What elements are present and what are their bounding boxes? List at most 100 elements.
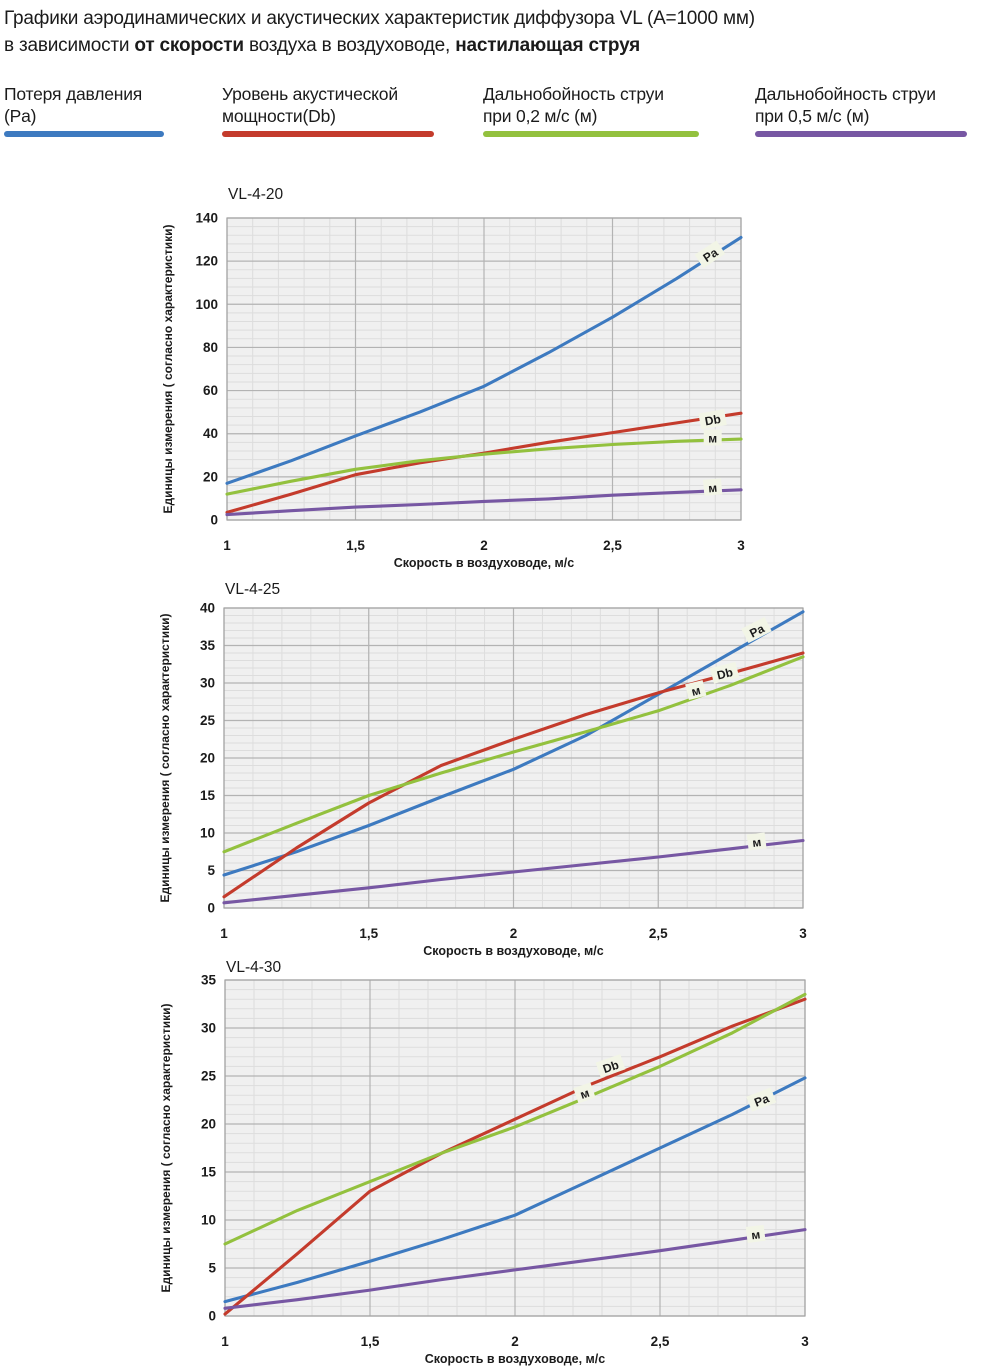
plot-border [224,979,806,1317]
y-axis-title: Единицы измерения ( согласно характерист… [159,1004,173,1293]
y-tick-label: 35 [201,973,217,988]
x-tick-label: 2,5 [649,926,668,941]
y-tick-label: 30 [201,1021,216,1036]
legend-color-bar-green [483,131,699,137]
x-tick-label: 2,5 [603,538,622,553]
series-label-pa: Pa [746,1087,777,1112]
series-line-pa [222,610,805,877]
series-line-m05 [225,488,743,517]
x-axis-title: Скорость в воздуховоде, м/с [394,556,574,570]
y-tick-label: 0 [208,1309,216,1324]
series-line-m02 [225,437,743,496]
series-label-text: Pa [752,1091,771,1109]
y-tick-label: 5 [207,863,215,878]
page-title: Графики аэродинамических и акустических … [4,5,988,59]
chart-vl-4-20: VL-4-20 Pa Db м м 0 20 40 60 80 100 120 140 1 1,5 2 2,5 3… [161,186,745,570]
series-label-text: м [708,432,717,446]
series-line-m05 [223,1228,807,1310]
y-tick-label: 25 [201,1069,217,1084]
x-tick-label: 3 [799,926,807,941]
y-tick-label: 120 [195,254,218,269]
x-tick-label: 3 [801,1334,809,1349]
series-label-db: Db [698,409,727,430]
series-label-m05: м [702,478,723,496]
series-label-text: м [751,835,762,850]
y-tick-label: 10 [201,1213,216,1228]
y-tick-label: 100 [195,297,218,312]
x-tick-label: 1 [220,926,228,941]
legend-item-pressure-loss: Потеря давления (Pa) [4,84,164,137]
series-line-m02 [223,992,807,1246]
series-label-chip [698,409,727,430]
series-label-text: Pa [747,621,767,640]
legend-item-jet-range-05: Дальнобойность струи при 0,5 м/с (м) [755,84,967,137]
chart-title: VL-4-30 [226,959,282,976]
legend: Потеря давления (Pa) Уровень акустической… [0,84,992,144]
series-label-text: м [708,481,718,496]
legend-label: Дальнобойность струи при 0,5 м/с (м) [755,84,936,126]
series-label-db: Db [710,661,740,684]
legend-item-acoustic-power: Уровень акустической мощности(Db) [222,84,434,137]
series-line-m02 [222,655,805,854]
y-tick-label: 15 [201,1165,217,1180]
series-line-m05 [222,838,805,905]
y-tick-label: 40 [203,426,218,441]
series-label-chip [703,429,722,446]
x-tick-label: 1 [223,538,231,553]
series-label-chip [710,661,740,684]
series-label-chip [702,478,723,496]
series-label-m02: м [573,1082,596,1104]
series-line-db [222,651,805,899]
y-tick-label: 25 [200,713,216,728]
y-tick-label: 30 [200,676,215,691]
legend-color-bar-red [222,131,434,137]
series-label-db: Db [595,1054,626,1078]
y-tick-label: 0 [207,901,215,916]
series-label-text: м [690,683,702,699]
x-tick-label: 1 [221,1334,229,1349]
series-label-text: м [750,1227,761,1242]
y-tick-label: 0 [210,513,218,528]
y-tick-label: 5 [208,1261,216,1276]
series-label-m05: м [746,832,767,851]
plot-border [226,217,742,521]
series-line-pa [223,1076,807,1304]
legend-label: Уровень акустической мощности(Db) [222,84,398,126]
x-tick-label: 2 [511,1334,519,1349]
series-label-text: Db [715,665,734,682]
chart-title: VL-4-25 [225,581,280,598]
page-title-line2: в зависимости от скорости воздуха в возд… [4,35,641,56]
series-label-m05: м [745,1224,766,1243]
y-tick-label: 40 [200,601,215,616]
series-label-chip [685,680,707,700]
y-tick-label: 80 [203,340,218,355]
x-tick-label: 2 [480,538,488,553]
y-tick-label: 15 [200,788,216,803]
legend-label: Потеря давления (Pa) [4,84,143,126]
y-tick-label: 140 [195,211,218,226]
x-tick-label: 2 [510,926,518,941]
series-label-text: Db [704,412,722,429]
legend-item-jet-range-02: Дальнобойность струи при 0,2 м/с (м) [483,84,699,137]
x-tick-label: 3 [737,538,745,553]
series-line-pa [225,235,743,485]
series-label-pa: Pa [741,617,772,644]
x-tick-label: 1,5 [361,1334,380,1349]
y-tick-label: 20 [201,1117,216,1132]
series-label-chip [746,832,767,851]
x-tick-label: 2,5 [651,1334,670,1349]
series-label-pa: Pa [694,240,726,269]
series-line-db [223,997,807,1316]
chart-title: VL-4-20 [228,186,284,203]
legend-label: Дальнобойность струи при 0,2 м/с (м) [483,84,664,126]
y-tick-label: 20 [203,469,218,484]
y-axis-title: Единицы измерения ( согласно характерист… [158,614,172,903]
y-tick-label: 35 [200,638,216,653]
y-tick-label: 20 [200,751,215,766]
y-axis-title: Единицы измерения ( согласно характерист… [161,225,175,514]
series-label-text: Pa [701,245,721,265]
legend-color-bar-blue [4,131,164,137]
